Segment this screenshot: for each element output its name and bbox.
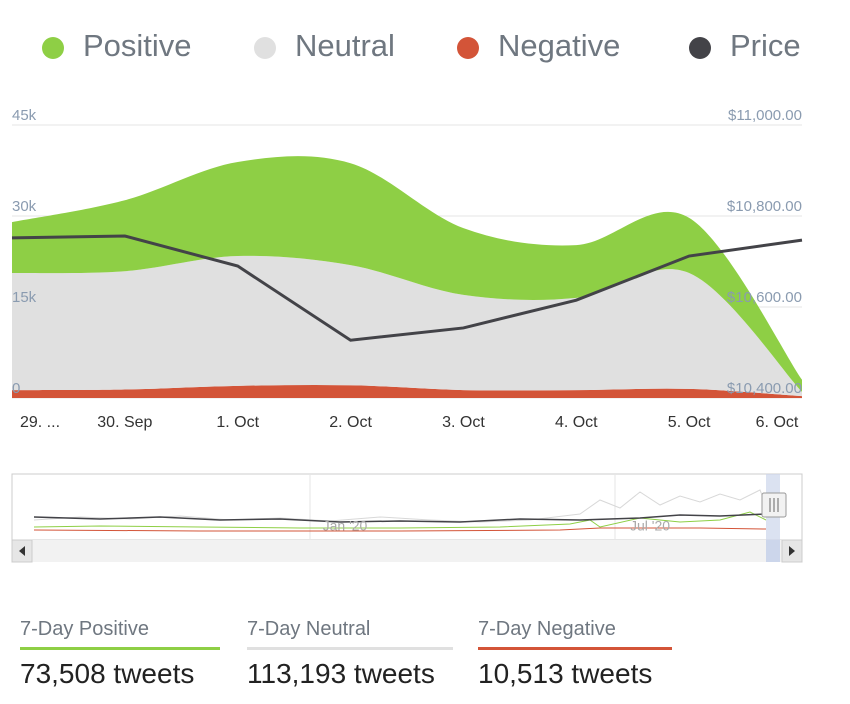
x-tick-label: 4. Oct — [555, 414, 598, 431]
navigator-positive — [33, 511, 767, 529]
x-tick-label: 2. Oct — [329, 414, 372, 431]
summary-value: 113,193 tweets — [247, 658, 435, 689]
handle-grip — [769, 498, 779, 512]
y2-tick-label: $10,400.00 — [727, 380, 802, 397]
arrow-right — [789, 546, 795, 556]
summary-value: 73,508 tweets — [20, 658, 195, 689]
summary-item: 7-Day Positive 73,508 tweets — [20, 618, 220, 690]
chart: Positive Neutral Negative Price 0 15k 30k 45k $1… — [11, 28, 803, 563]
summary-label: 7-Day Negative — [478, 618, 672, 650]
legend-marker — [689, 37, 711, 59]
summary-item: 7-Day Neutral 113,193 tweets — [247, 618, 453, 690]
legend-label: Neutral — [295, 28, 395, 63]
x-tick-label: 1. Oct — [216, 414, 259, 431]
navigator-label: Jul '20 — [630, 518, 670, 534]
navigator-price — [33, 513, 767, 523]
x-tick-label: 6. Oct — [756, 414, 799, 431]
legend-label: Price — [730, 28, 801, 63]
legend-label: Negative — [498, 28, 620, 63]
scrollbar[interactable] — [12, 540, 802, 562]
price-line — [11, 234, 803, 342]
y-tick-label: 15k — [12, 289, 37, 306]
y2-tick-label: $10,600.00 — [727, 289, 802, 306]
summary-value: 10,513 tweets — [478, 658, 653, 689]
summary-label: 7-Day Positive — [20, 618, 220, 650]
y-tick-label: 45k — [12, 107, 37, 124]
navigator-label: Jan '20 — [323, 518, 368, 534]
area — [12, 156, 802, 392]
area — [12, 384, 802, 398]
navigator-neutral — [33, 489, 767, 523]
legend-marker — [42, 37, 64, 59]
y-tick-label: 30k — [12, 198, 37, 215]
navigator-negative — [33, 527, 767, 532]
summary-item: 7-Day Negative 10,513 tweets — [478, 618, 672, 690]
legend-label: Positive — [83, 28, 192, 63]
navigator-frame — [11, 473, 803, 541]
y2-tick-label: $10,800.00 — [727, 198, 802, 215]
legend-marker — [457, 37, 479, 59]
x-tick-label: 29. ... — [20, 414, 60, 431]
scrollbar-thumb[interactable] — [766, 540, 780, 562]
x-tick-label: 30. Sep — [97, 414, 152, 431]
y-tick-label: 0 — [12, 380, 20, 397]
summary-label: 7-Day Neutral — [247, 618, 453, 650]
y2-tick-label: $11,000.00 — [728, 107, 802, 124]
x-tick-label: 3. Oct — [442, 414, 485, 431]
x-tick-label: 5. Oct — [668, 414, 711, 431]
legend-marker — [254, 37, 276, 59]
arrow-left — [19, 546, 25, 556]
area — [12, 255, 802, 397]
